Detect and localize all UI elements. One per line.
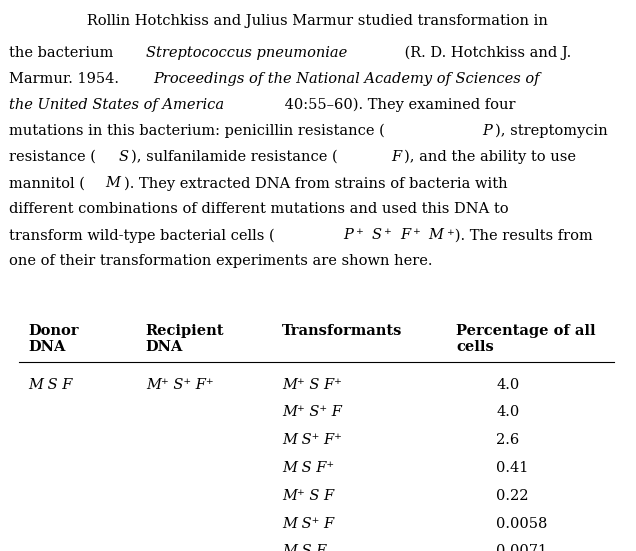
Text: 2.6: 2.6 (496, 433, 520, 447)
Text: ), streptomycin: ), streptomycin (495, 124, 607, 138)
Text: M: M (105, 176, 120, 190)
Text: M S F: M S F (28, 377, 73, 392)
Text: 0.22: 0.22 (496, 489, 529, 503)
Text: F: F (391, 150, 401, 164)
Text: Transformants: Transformants (282, 324, 403, 338)
Text: ), sulfanilamide resistance (: ), sulfanilamide resistance ( (131, 150, 338, 164)
Text: 4.0: 4.0 (496, 406, 520, 419)
Text: ). They extracted DNA from strains of bacteria with: ). They extracted DNA from strains of ba… (123, 176, 508, 191)
Text: P: P (482, 124, 492, 138)
Text: 4.0: 4.0 (496, 377, 520, 392)
Text: M⁺ S⁺ F⁺: M⁺ S⁺ F⁺ (146, 377, 214, 392)
Text: M⁺ S⁺ F: M⁺ S⁺ F (282, 406, 342, 419)
Text: M S⁺ F: M S⁺ F (282, 517, 335, 531)
Text: Recipient
DNA: Recipient DNA (146, 324, 225, 354)
Text: P: P (343, 228, 354, 242)
Text: the bacterium: the bacterium (10, 46, 118, 60)
Text: Streptococcus pneumoniae: Streptococcus pneumoniae (146, 46, 348, 60)
Text: different combinations of different mutations and used this DNA to: different combinations of different muta… (10, 202, 509, 216)
Text: (R. D. Hotchkiss and J.: (R. D. Hotchkiss and J. (400, 46, 571, 60)
Text: M S F⁺: M S F⁺ (282, 461, 335, 475)
Text: 40:55–60). They examined four: 40:55–60). They examined four (280, 98, 516, 112)
Text: one of their transformation experiments are shown here.: one of their transformation experiments … (10, 255, 433, 268)
Text: mutations in this bacterium: penicillin resistance (: mutations in this bacterium: penicillin … (10, 124, 385, 138)
Text: ⁺: ⁺ (413, 228, 425, 242)
Text: ⁺: ⁺ (384, 228, 397, 242)
Text: Rollin Hotchkiss and Julius Marmur studied transformation in: Rollin Hotchkiss and Julius Marmur studi… (73, 14, 548, 28)
Text: Proceedings of the National Academy of Sciences of: Proceedings of the National Academy of S… (153, 72, 540, 86)
Text: resistance (: resistance ( (10, 150, 96, 164)
Text: the United States of America: the United States of America (10, 98, 225, 112)
Text: mannitol (: mannitol ( (10, 176, 85, 190)
Text: M⁺ S F⁺: M⁺ S F⁺ (282, 377, 342, 392)
Text: 0.41: 0.41 (496, 461, 529, 475)
Text: M S⁺ F⁺: M S⁺ F⁺ (282, 433, 342, 447)
Text: Donor
DNA: Donor DNA (28, 324, 78, 354)
Text: transform wild-type bacterial cells (: transform wild-type bacterial cells ( (10, 228, 275, 243)
Text: S: S (371, 228, 382, 242)
Text: Marmur. 1954.: Marmur. 1954. (10, 72, 124, 86)
Text: ⁺: ⁺ (356, 228, 368, 242)
Text: M⁺ S F: M⁺ S F (282, 489, 335, 503)
Text: Percentage of all
cells: Percentage of all cells (456, 324, 595, 354)
Text: S: S (119, 150, 128, 164)
Text: M: M (428, 228, 443, 242)
Text: 0.0058: 0.0058 (496, 517, 548, 531)
Text: ⁺). The results from: ⁺). The results from (447, 228, 593, 242)
Text: F: F (400, 228, 410, 242)
Text: 0.0071: 0.0071 (496, 544, 548, 551)
Text: ), and the ability to use: ), and the ability to use (404, 150, 576, 165)
Text: M S F: M S F (282, 544, 327, 551)
